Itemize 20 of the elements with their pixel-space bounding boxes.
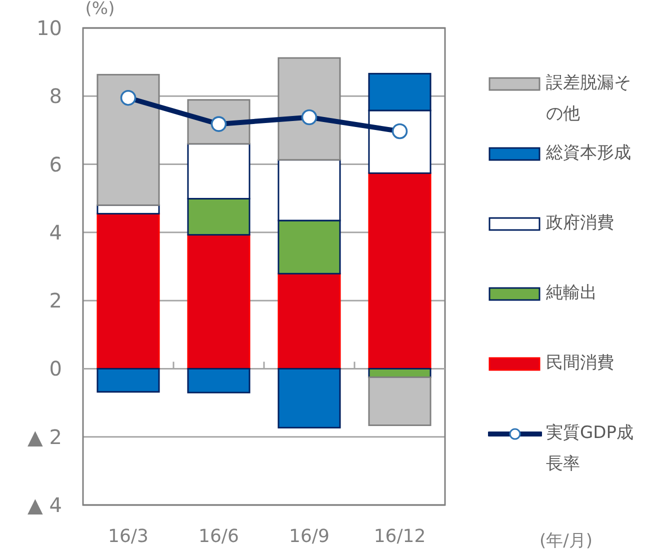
ytick: 6 — [49, 152, 62, 176]
legend-label: 純輸出 — [546, 282, 598, 305]
y-axis-title: (%) — [85, 0, 115, 19]
ytick: 0 — [49, 356, 62, 381]
x-tick-label: 16/9 — [289, 526, 330, 547]
legend-label: 総資本形成 — [546, 142, 632, 165]
x-tick-label: 16/3 — [108, 526, 148, 547]
x-tick-label: 16/6 — [198, 526, 239, 547]
ytick: 2 — [49, 288, 62, 313]
legend-label: 民間消費 — [546, 352, 615, 375]
legend-label: 誤差脱漏その他 — [546, 72, 632, 126]
x-tick-label: 16/12 — [374, 526, 426, 547]
annotation: (年/月) — [540, 531, 592, 551]
ytick: ▲ 2 — [28, 424, 62, 449]
ytick: 10 — [36, 16, 62, 40]
ytick: 8 — [49, 84, 62, 108]
ytick: 4 — [49, 220, 62, 244]
legend-label: 政府消費 — [546, 212, 615, 235]
ytick: ▲ 4 — [28, 493, 62, 517]
legend-label: 実質GDP成長率 — [546, 422, 635, 476]
